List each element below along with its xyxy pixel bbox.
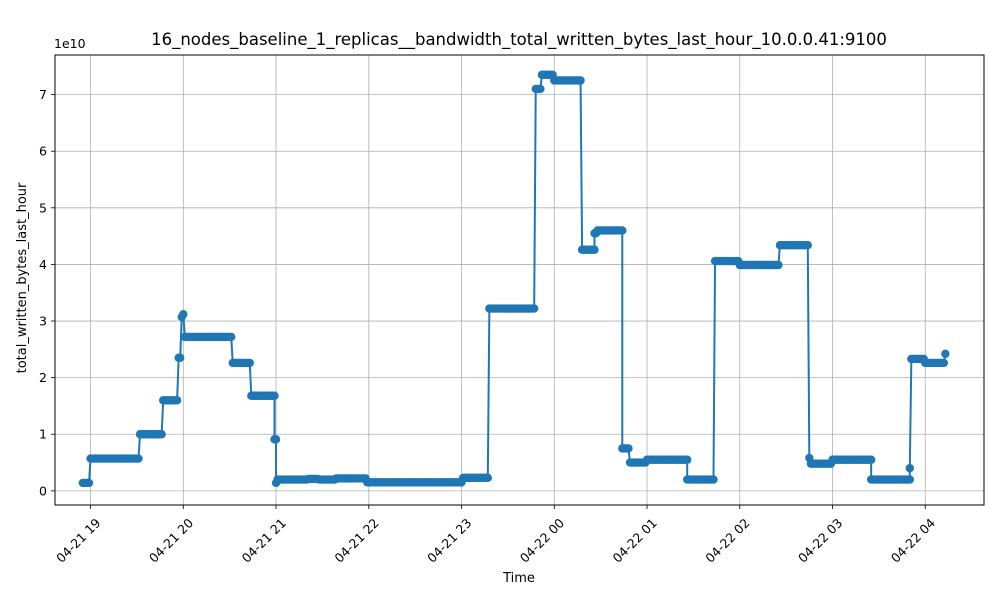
chart-title: 16_nodes_baseline_1_replicas__bandwidth_… bbox=[151, 30, 887, 50]
data-series bbox=[78, 70, 950, 488]
data-point bbox=[905, 475, 914, 484]
data-point bbox=[576, 76, 585, 85]
data-point bbox=[803, 240, 812, 250]
data-point bbox=[590, 245, 599, 254]
y-tick-label: 0 bbox=[39, 483, 47, 498]
y-tick-label: 3 bbox=[39, 314, 47, 329]
data-point bbox=[939, 358, 949, 368]
data-point bbox=[84, 478, 94, 488]
grid-lines bbox=[55, 55, 984, 505]
data-point bbox=[905, 464, 914, 473]
data-point bbox=[176, 353, 185, 363]
y-tick-label: 7 bbox=[39, 87, 47, 102]
y-axis-label: total_written_bytes_last_hour bbox=[15, 182, 30, 373]
data-point bbox=[529, 304, 539, 313]
x-axis-label: Time bbox=[502, 571, 535, 586]
data-point bbox=[866, 455, 876, 464]
data-point bbox=[172, 396, 182, 405]
data-point bbox=[271, 435, 281, 444]
data-point bbox=[245, 358, 254, 368]
data-point bbox=[709, 475, 718, 484]
data-point bbox=[270, 391, 279, 400]
y-tick-label: 4 bbox=[39, 257, 47, 272]
plot-area-frame bbox=[54, 54, 985, 506]
data-point bbox=[774, 260, 783, 270]
data-point bbox=[618, 226, 627, 235]
data-point bbox=[157, 430, 166, 439]
data-point bbox=[683, 455, 692, 464]
y-tick-label: 1 bbox=[39, 427, 47, 442]
data-point bbox=[941, 349, 950, 359]
data-point bbox=[179, 310, 188, 319]
data-point bbox=[624, 444, 633, 453]
data-point bbox=[536, 84, 545, 94]
y-tick-label: 6 bbox=[39, 144, 47, 159]
y-axis-ticks: 0 1 2 3 4 5 6 7 bbox=[39, 87, 55, 498]
y-axis-offset-label: 1e10 bbox=[54, 36, 86, 51]
data-point bbox=[227, 332, 236, 342]
series-markers bbox=[78, 70, 950, 488]
data-point bbox=[134, 454, 143, 463]
y-tick-label: 5 bbox=[39, 200, 47, 215]
y-tick-label: 2 bbox=[39, 370, 47, 385]
data-point bbox=[483, 473, 493, 483]
